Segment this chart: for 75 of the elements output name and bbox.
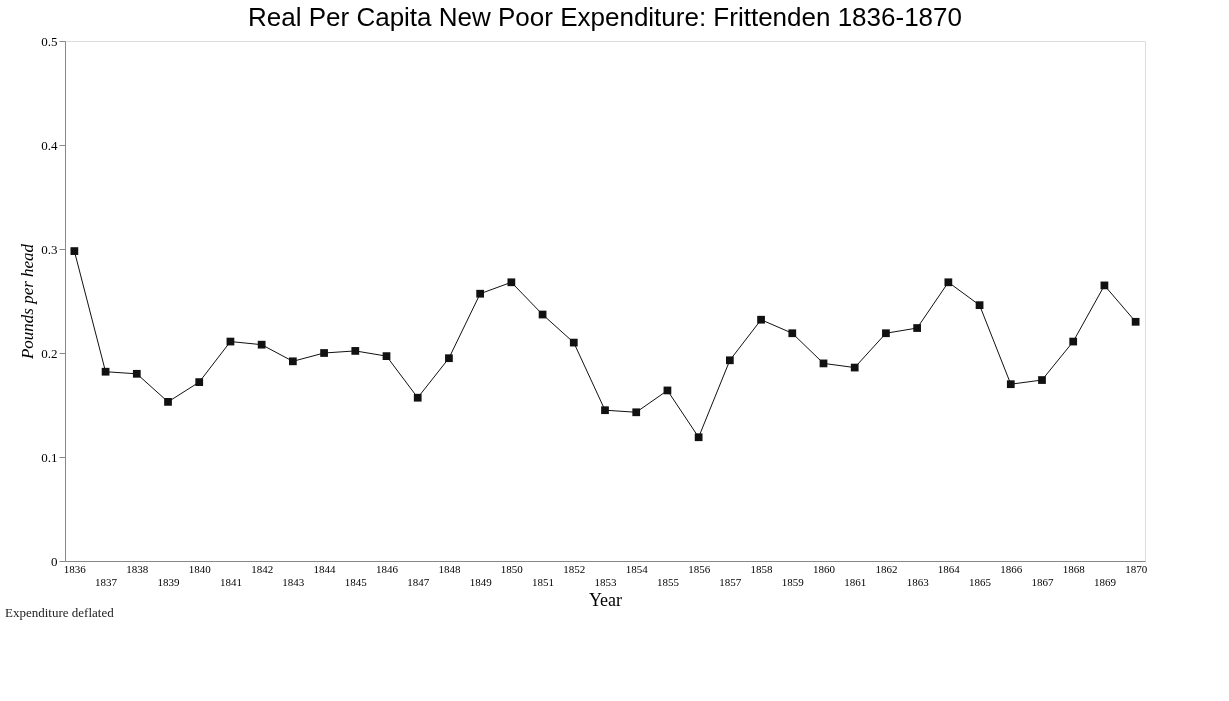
point [507, 278, 516, 287]
point [382, 352, 391, 360]
point [1038, 376, 1046, 384]
x-tick-label: 1869 [1093, 575, 1117, 588]
x-tick-label: 1865 [969, 575, 992, 588]
point [850, 363, 859, 372]
x-tick-label: 1842 [251, 562, 274, 575]
x-tick-label: 1845 [344, 575, 368, 588]
point [944, 278, 953, 287]
point [1006, 380, 1015, 389]
x-tick-label: 1870 [1125, 562, 1148, 575]
y-tick-label: 0.3 [41, 241, 58, 257]
x-tick-label: 1848 [438, 562, 461, 575]
x-tick-label: 1868 [1062, 562, 1086, 575]
y-tick-label: 0.4 [41, 137, 58, 153]
point [1131, 317, 1140, 326]
x-tick-label: 1856 [688, 562, 711, 575]
point [601, 406, 609, 415]
point [257, 340, 266, 349]
point [757, 315, 765, 324]
x-tick-label: 1846 [376, 562, 399, 575]
x-tick-label: 1852 [563, 562, 586, 575]
point [975, 301, 984, 310]
x-tick-label: 1847 [407, 575, 430, 588]
point [164, 398, 172, 406]
x-tick-label: 1864 [937, 562, 961, 575]
x-tick-label: 1859 [781, 575, 805, 588]
y-tick-label: 0.1 [41, 449, 58, 465]
x-tick-label: 1857 [719, 575, 742, 588]
x-tick-label: 1862 [875, 562, 898, 575]
x-tick-label: 1860 [813, 562, 836, 575]
x-tick-label: 1858 [750, 562, 774, 575]
point [288, 357, 297, 366]
y-tick-label: 0 [51, 553, 58, 569]
x-tick-label: 1866 [1000, 562, 1023, 575]
x-tick-label: 1854 [625, 562, 649, 575]
point [913, 324, 922, 332]
x-tick-label: 1849 [469, 575, 493, 588]
point [788, 329, 797, 338]
x-tick-label: 1839 [157, 575, 181, 588]
x-tick-label: 1863 [906, 575, 930, 588]
x-tick-label: 1836 [63, 562, 87, 575]
x-axis-title: Year [588, 589, 623, 610]
point [569, 338, 578, 347]
x-tick-label: 1837 [95, 575, 118, 588]
point [725, 356, 734, 365]
x-tick-label: 1853 [594, 575, 617, 588]
point [132, 369, 141, 378]
x-tick-label: 1867 [1031, 575, 1054, 588]
x-tick-label: 1851 [532, 575, 555, 588]
text: Expenditure deflated [5, 605, 115, 620]
point [195, 378, 204, 386]
x-tick-label: 1843 [282, 575, 305, 588]
point [632, 408, 641, 417]
x-tick-label: 1841 [219, 575, 242, 588]
point [320, 349, 328, 357]
chart-title: Real Per Capita New Poor Expenditure: Frittenden 1836-1870 [248, 2, 962, 32]
point [694, 433, 703, 442]
x-tick-label: 1861 [844, 575, 867, 588]
y-tick-label: 0.5 [41, 33, 58, 49]
point [351, 347, 360, 355]
point [101, 367, 110, 376]
point [476, 289, 485, 298]
x-tick-label: 1855 [656, 575, 680, 588]
point [445, 354, 453, 363]
y-tick-label: 0.2 [41, 345, 58, 361]
x-tick-label: 1844 [313, 562, 337, 575]
point [1069, 337, 1078, 346]
x-tick-label: 1850 [500, 562, 524, 575]
x-tick-label: 1838 [126, 562, 149, 575]
point [70, 247, 79, 255]
point [882, 329, 890, 338]
point [413, 393, 422, 402]
x-tick-label: 1840 [188, 562, 212, 575]
y-axis-title: Pounds per head [18, 243, 38, 361]
